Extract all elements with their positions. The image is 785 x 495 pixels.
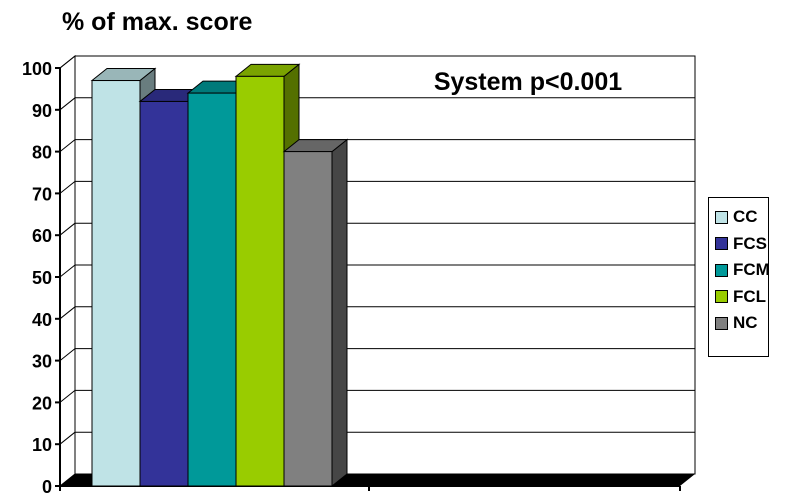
gridline-side [59, 181, 76, 194]
y-tick-label: 90 [32, 101, 52, 121]
bar-front [139, 100, 189, 487]
legend-item: FCS [709, 231, 768, 258]
bar-front [235, 75, 285, 487]
legend-swatch [715, 290, 728, 304]
bar-front [91, 80, 141, 487]
y-tick-label: 60 [32, 226, 52, 246]
legend-swatch [715, 237, 728, 251]
gridline-side [59, 97, 76, 111]
y-tick-label: 100 [22, 59, 52, 79]
gridline-side [59, 390, 76, 403]
y-tick-label: 20 [32, 393, 52, 413]
y-tick-label: 70 [32, 184, 52, 204]
y-axis-title: % of max. score [62, 8, 253, 36]
gridline-side [59, 348, 76, 361]
legend-label: FCS [733, 233, 767, 253]
gridline-side [59, 306, 76, 320]
y-tick-label: 80 [32, 143, 52, 163]
gridline-side [59, 264, 76, 278]
gridline-side [59, 222, 76, 236]
legend: CC FCS FCM FCL NC [708, 197, 770, 357]
significance-annotation: System p<0.001 [434, 68, 622, 96]
bar-nc [282, 138, 349, 488]
gridline-side [59, 139, 76, 152]
legend-swatch [715, 210, 728, 224]
y-tick-label: 10 [32, 435, 52, 455]
legend-swatch [715, 263, 728, 277]
legend-item: FCL [709, 284, 768, 311]
legend-swatch [715, 316, 728, 330]
legend-label: FCL [733, 286, 767, 306]
bar-front [187, 92, 237, 487]
gridline-side [59, 431, 76, 445]
y-tick-label: 30 [32, 352, 52, 372]
legend-label: FCM [733, 260, 770, 280]
legend-label: CC [733, 207, 758, 227]
bar-front [283, 151, 333, 487]
legend-item: NC [709, 310, 768, 337]
legend-item: FCM [709, 257, 770, 284]
y-tick-label: 0 [42, 477, 52, 495]
legend-item: CC [709, 204, 768, 231]
gridline-side [59, 55, 76, 69]
bar-side [331, 138, 348, 488]
y-tick-label: 50 [32, 268, 52, 288]
y-tick-label: 40 [32, 310, 52, 330]
legend-label: NC [733, 313, 758, 333]
